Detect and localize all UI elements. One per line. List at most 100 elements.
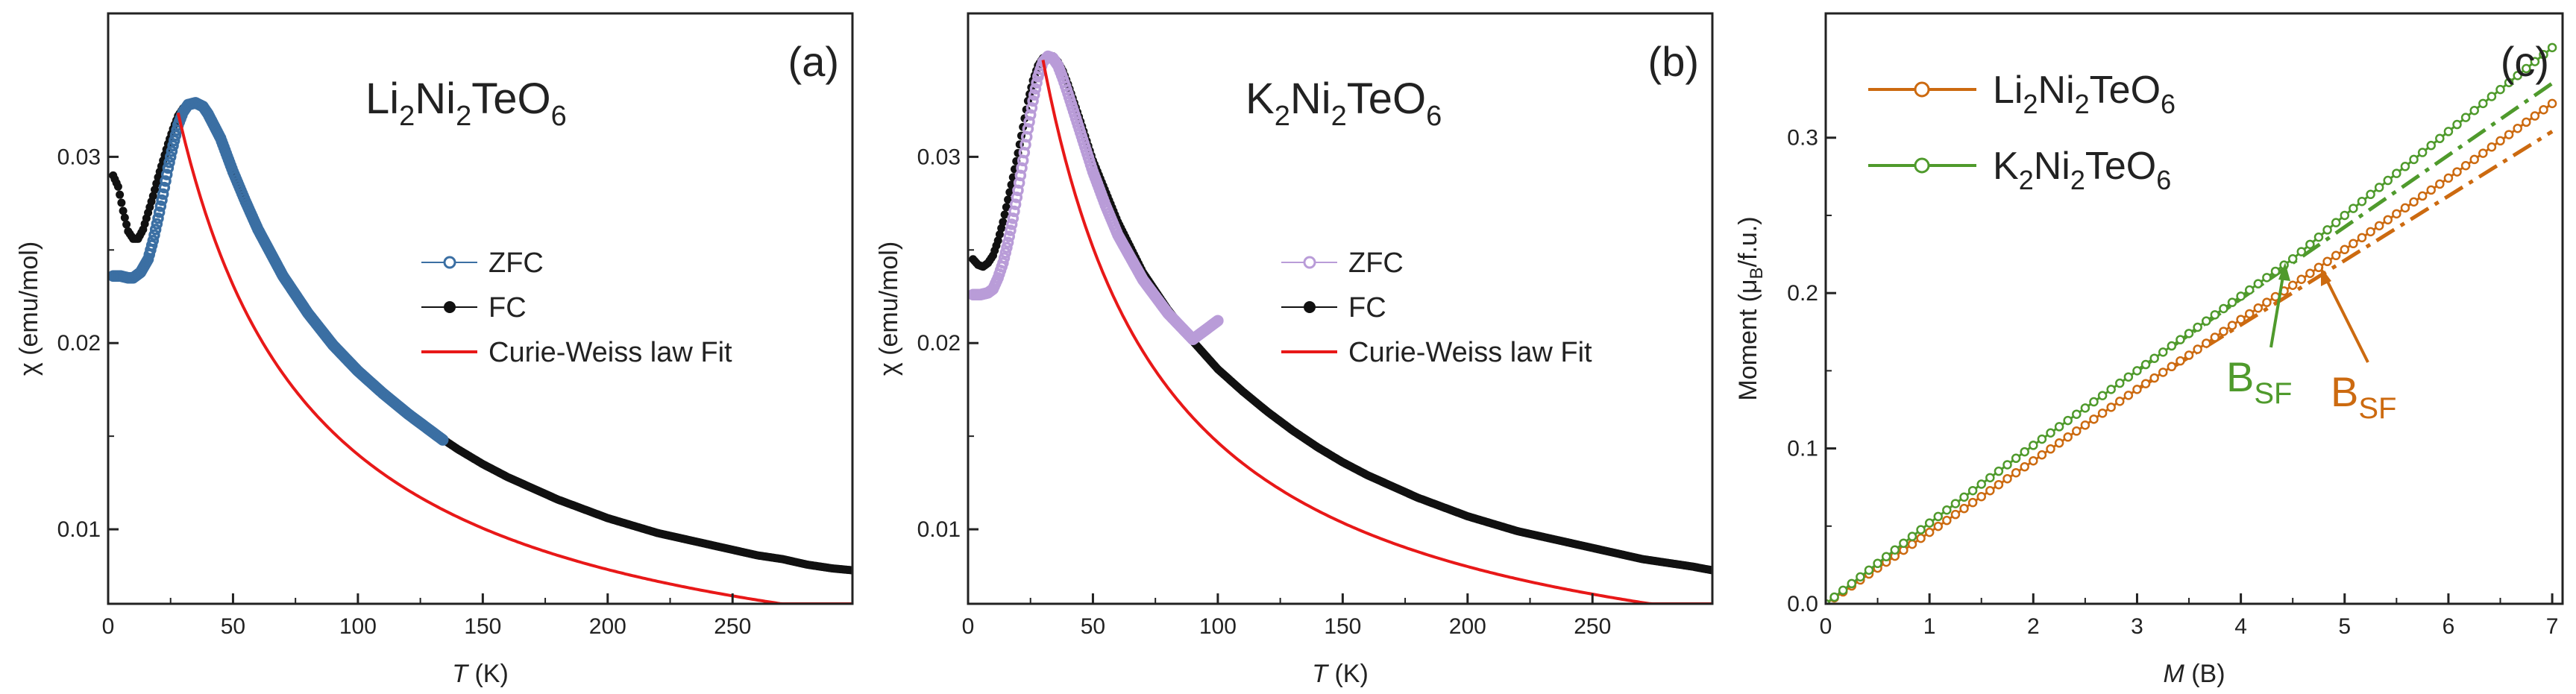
k-point — [2132, 366, 2142, 376]
li-point — [2020, 461, 2029, 472]
k-point — [1994, 466, 2004, 476]
li-point — [2495, 136, 2505, 146]
zfc-point — [158, 181, 171, 194]
k-point — [2210, 310, 2220, 320]
li-point — [2201, 338, 2211, 348]
k-point — [2020, 447, 2029, 457]
x-tick-label: 0 — [102, 614, 115, 639]
zfc-point — [1027, 95, 1039, 107]
li-point — [2046, 444, 2055, 454]
zfc-point — [999, 247, 1011, 259]
panel-b-label: (b) — [1648, 38, 1699, 85]
li-point — [2357, 233, 2367, 243]
li-point — [2140, 379, 2151, 388]
k-point — [2149, 353, 2159, 363]
li-point — [2219, 327, 2228, 336]
k-point — [2539, 49, 2548, 60]
li-point — [2176, 356, 2185, 366]
k-point — [2305, 239, 2315, 250]
li-point — [2236, 315, 2246, 324]
k-point — [2487, 92, 2497, 101]
li-point — [2452, 167, 2462, 177]
k-point — [2046, 428, 2055, 438]
li-point — [2443, 173, 2454, 183]
panel-c-xlabel: M (B) — [2163, 660, 2225, 688]
zfc-point — [1031, 77, 1043, 89]
k-point — [2374, 183, 2384, 192]
k-point — [2417, 148, 2428, 157]
k-point — [1959, 492, 1969, 502]
panel-b-compound: K2Ni2TeO6 — [1245, 75, 1442, 132]
bsf-k-annotation: BSF — [2226, 353, 2292, 410]
li-point — [2469, 154, 2479, 165]
panel-a-ylabel: χ (emu/mol) — [15, 242, 43, 376]
zfc-point — [1028, 89, 1040, 101]
legend-zfc-marker — [443, 256, 456, 269]
fc-point — [120, 213, 129, 222]
li-point — [1916, 533, 1926, 543]
li-point — [2097, 408, 2108, 418]
zfc-point — [1023, 116, 1035, 128]
x-tick-label: 200 — [589, 614, 626, 639]
li-point — [2063, 432, 2073, 442]
legend-fc-text: FC — [1348, 292, 1386, 324]
zfc-point — [148, 229, 160, 242]
li-point — [2522, 117, 2531, 127]
panel-c-frame — [1824, 12, 2564, 605]
k-point — [1864, 565, 1874, 575]
k-point — [2426, 140, 2436, 151]
zfc-point — [1008, 205, 1020, 218]
k-point — [2530, 57, 2540, 66]
zfc-point — [149, 224, 162, 236]
li-point — [2106, 403, 2116, 412]
curie-weiss-fit-line — [1041, 60, 1712, 604]
k-point — [2409, 154, 2419, 165]
panel-a-compound: Li2Ni2TeO6 — [365, 75, 567, 132]
k-point — [2236, 291, 2246, 301]
li-point — [1985, 485, 1995, 496]
zfc-point — [1005, 218, 1018, 230]
fc-point — [1000, 210, 1009, 219]
legend-fit-text: Curie-Weiss law Fit — [1348, 337, 1592, 368]
x-tick-label: 250 — [714, 614, 751, 639]
zfc-point — [1009, 198, 1022, 210]
zfc-point — [1025, 102, 1038, 114]
k-point — [2080, 403, 2090, 413]
legend-zfc-text: ZFC — [489, 247, 544, 279]
fc-point — [116, 190, 125, 199]
li-point — [2167, 362, 2177, 372]
k-point — [2037, 434, 2047, 444]
li-point — [2029, 456, 2038, 466]
li-point — [1959, 503, 1969, 514]
zfc-point — [156, 194, 168, 206]
fc-point — [999, 218, 1008, 227]
curie-weiss-fit-line — [176, 112, 852, 604]
legend-zfc-text: ZFC — [1348, 247, 1404, 279]
zfc-point — [168, 134, 180, 147]
li-point — [1907, 539, 1917, 549]
li-point — [2409, 197, 2419, 207]
fc-point — [1004, 195, 1013, 204]
li-point — [2158, 367, 2168, 377]
zfc-point — [1001, 242, 1013, 253]
k-point — [2460, 113, 2471, 122]
li-point — [1942, 515, 1952, 526]
k-point — [2349, 204, 2358, 213]
y-tick-label: 0.02 — [57, 331, 101, 356]
k-point — [2357, 196, 2367, 206]
x-tick-label: 6 — [2443, 614, 2455, 639]
panel-b-ylabel: χ (emu/mol) — [875, 242, 903, 376]
y-tick-label: 0.2 — [1787, 281, 1818, 306]
li-point — [2374, 221, 2384, 231]
li-point — [1950, 509, 1961, 520]
x-tick-label: 150 — [464, 614, 501, 639]
li-point — [2305, 268, 2315, 279]
li-point — [2262, 297, 2272, 307]
x-tick-label: 100 — [1199, 614, 1237, 639]
k-point — [2176, 335, 2185, 344]
k-point — [1976, 479, 1986, 489]
k-point — [2201, 316, 2211, 326]
fc-point — [148, 192, 157, 201]
li-point — [2287, 280, 2298, 290]
y-tick-label: 0.01 — [57, 517, 101, 542]
